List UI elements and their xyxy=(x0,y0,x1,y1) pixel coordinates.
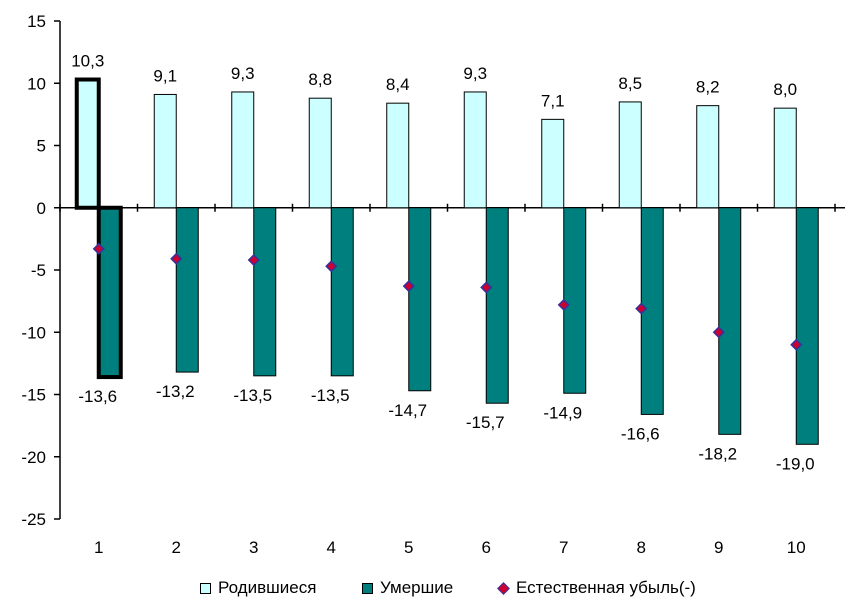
legend-marker-natural-decrease xyxy=(497,581,510,595)
bar-births xyxy=(74,77,101,210)
data-label-deaths: -14,7 xyxy=(388,401,427,420)
data-label-deaths: -13,5 xyxy=(233,386,272,405)
data-label-births: 8,0 xyxy=(773,80,797,99)
bar-births xyxy=(618,101,642,209)
legend-label-births: Родившиеся xyxy=(218,578,317,597)
legend-label-natural-decrease: Естественная убыль(-) xyxy=(516,578,696,597)
bar-births xyxy=(541,118,565,209)
bar-deaths xyxy=(175,207,199,373)
marker-natural-decrease xyxy=(790,338,803,351)
y-tick-label: -15 xyxy=(21,386,46,405)
x-tick-label: 10 xyxy=(787,538,806,557)
data-label-births: 8,8 xyxy=(308,70,332,89)
y-tick-label: -5 xyxy=(31,261,46,280)
chart: 15 10 5 0 -5 -10 -15 -20 -25 1 2 3 4 5 6 7 8 9 10 10,3 -13,… xyxy=(21,12,845,557)
marker-natural-decrease xyxy=(170,252,183,265)
marker-natural-decrease xyxy=(402,280,415,293)
bar-births xyxy=(308,97,332,209)
bars-layer xyxy=(74,77,819,445)
marker-natural-decrease xyxy=(557,298,570,311)
y-tick-label: 10 xyxy=(27,74,46,93)
y-tick-label: -20 xyxy=(21,448,46,467)
data-label-deaths: -19,0 xyxy=(776,454,815,473)
legend-item-births: Родившиеся xyxy=(200,578,316,598)
bar-deaths xyxy=(96,205,123,380)
bar-births xyxy=(153,93,177,209)
y-tick-label: 0 xyxy=(37,199,46,218)
data-label-deaths: -15,7 xyxy=(466,413,505,432)
labels-layer: 1 2 3 4 5 6 7 8 9 10 10,3 -13,6 9,1 -13,2 9,3 -13,5 8,8 -… xyxy=(71,52,814,557)
legend-item-deaths: Умершие xyxy=(362,578,453,598)
x-tick-label: 8 xyxy=(637,538,646,557)
legend-item-natural-decrease: Естественная убыль(-) xyxy=(496,578,696,598)
data-label-births: 10,3 xyxy=(71,52,104,71)
bar-deaths xyxy=(718,207,742,435)
bar-deaths xyxy=(330,207,354,377)
bar-births xyxy=(696,105,720,209)
marker-natural-decrease xyxy=(480,281,493,294)
data-label-births: 8,4 xyxy=(386,75,410,94)
marker-natural-decrease xyxy=(712,326,725,339)
data-label-deaths: -13,6 xyxy=(78,387,117,406)
x-tick-label: 6 xyxy=(482,538,491,557)
x-tick-label: 4 xyxy=(327,538,336,557)
data-label-deaths: -18,2 xyxy=(698,444,737,463)
x-tick-label: 9 xyxy=(714,538,723,557)
y-tick-label: 5 xyxy=(37,137,46,156)
y-tick-label: -10 xyxy=(21,323,46,342)
data-label-births: 8,2 xyxy=(696,78,720,97)
bar-deaths xyxy=(485,207,509,404)
data-label-deaths: -14,9 xyxy=(543,403,582,422)
legend: Родившиеся Умершие Естественная убыль(-) xyxy=(0,578,845,602)
bar-deaths xyxy=(253,207,277,377)
data-label-deaths: -16,6 xyxy=(621,424,660,443)
data-label-deaths: -13,5 xyxy=(311,386,350,405)
data-label-births: 7,1 xyxy=(541,91,565,110)
data-label-births: 9,1 xyxy=(153,66,177,85)
legend-swatch-deaths xyxy=(362,582,373,594)
data-label-births: 8,5 xyxy=(618,74,642,93)
legend-label-deaths: Умершие xyxy=(380,578,454,597)
bar-deaths xyxy=(408,207,432,392)
bar-deaths xyxy=(563,207,587,394)
x-tick-label: 5 xyxy=(404,538,413,557)
marker-natural-decrease xyxy=(635,302,648,315)
legend-swatch-births xyxy=(200,582,211,594)
data-label-deaths: -13,2 xyxy=(156,382,195,401)
bar-births xyxy=(463,91,487,209)
bar-deaths xyxy=(795,207,819,445)
bar-births xyxy=(231,91,255,209)
marker-natural-decrease xyxy=(247,253,260,267)
data-label-births: 9,3 xyxy=(463,64,487,83)
x-tick-label: 3 xyxy=(249,538,258,557)
x-tick-label: 7 xyxy=(559,538,568,557)
marker-natural-decrease xyxy=(325,260,338,273)
y-tick-label: 15 xyxy=(27,12,46,31)
bar-births xyxy=(386,102,410,209)
markers-layer xyxy=(92,242,803,351)
bar-births xyxy=(773,107,797,209)
y-tick-label: -25 xyxy=(21,510,46,529)
data-label-births: 9,3 xyxy=(231,64,255,83)
x-tick-label: 1 xyxy=(94,538,103,557)
x-tick-label: 2 xyxy=(172,538,181,557)
marker-natural-decrease xyxy=(92,242,105,255)
